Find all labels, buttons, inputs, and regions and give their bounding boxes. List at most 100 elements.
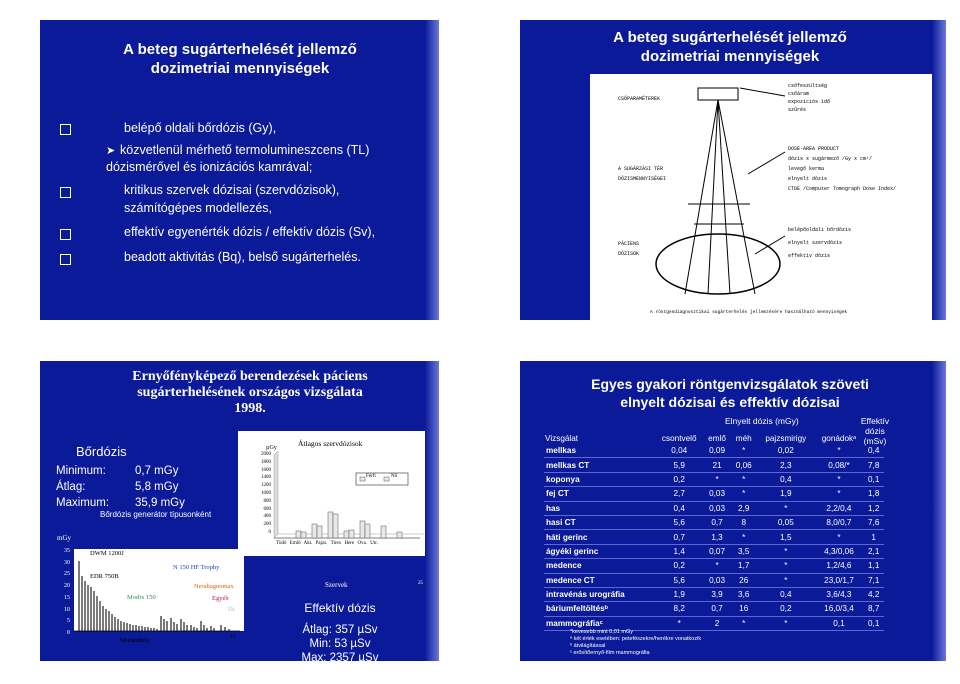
dose-value-cell: 2,3 — [757, 457, 815, 473]
table-row: báriumfeltöltésᵇ 8,2 0,7 16 0,2 16,0/3,4 8,7 — [544, 601, 884, 617]
dose-value-cell: 2,9 — [730, 501, 758, 516]
exam-name-cell: mellkas CT — [544, 457, 655, 473]
dose-value-cell: * — [757, 544, 815, 560]
page-number-25: 25 — [418, 581, 423, 586]
dose-value-cell: 0,05 — [757, 515, 815, 531]
generator-chart-title: Bőrdózis generátor típusonként — [100, 510, 212, 519]
organ-chart-unit: µGy — [266, 445, 277, 451]
series-label-neo: Neodiagnomax — [194, 583, 234, 590]
dose-value-cell: * — [757, 573, 815, 588]
dose-value-cell: 0,03 — [703, 573, 731, 588]
tube-params-list: csőfeszültség csőáram expozíciós idő szűrés — [788, 83, 831, 113]
checkbox-icon — [60, 229, 71, 240]
slide-3: Ernyőfényképező berendezések páciens sugá… — [40, 361, 439, 661]
patient-dose-label: PÁCIENS DÓZISOK — [618, 241, 640, 257]
slide-4-title: Egyes gyakori röntgenvizsgálatok szöveti… — [591, 376, 869, 410]
left-bars — [74, 561, 240, 632]
col-emlo: emlő — [708, 434, 726, 443]
slide-3-title: Ernyőfényképező berendezések páciens sugá… — [132, 369, 368, 416]
organ-dose-chart: Átlagos szervdózisok µGy 2000 1800 1600 140… — [238, 431, 428, 556]
dose-value-cell: 8 — [730, 515, 758, 531]
dose-value-cell: * — [703, 558, 731, 574]
dose-value-cell: 5,6 — [654, 573, 704, 588]
exam-name-cell: has — [544, 501, 655, 516]
dose-value-cell: 5,9 — [654, 457, 704, 473]
dose-value-cell: 26 — [730, 573, 758, 588]
dose-value-cell: 1,9 — [654, 587, 704, 603]
organ-chart-title: Átlagos szervdózisok — [298, 439, 363, 448]
dose-value-cell: 4,2 — [863, 587, 884, 603]
dose-value-cell: 1,2 — [863, 501, 884, 516]
exam-name-cell: intravénás urográfia — [544, 587, 655, 603]
dose-value-cell: 4,3/0,06 — [814, 544, 864, 560]
slide-2-title: A beteg sugárterhelését jellemző dozimetr… — [613, 29, 847, 65]
dose-value-cell: 1,4 — [654, 544, 704, 560]
left-y-ticks: 35 30 25 20 15 10 5 0 — [64, 548, 70, 636]
left-x-label: Munkahely — [120, 637, 150, 644]
dose-value-cell: * — [730, 472, 758, 488]
exam-name-cell: báriumfeltöltésᵇ — [544, 601, 655, 617]
table-row: medence 0,2 * 1,7 * 1,2/4,6 1,1 — [544, 558, 884, 574]
table-footnotes: *kevesebb mint 0,01 mGy ᵃ két érték eseté… — [570, 629, 702, 656]
dose-value-cell: * — [814, 444, 864, 459]
dosimetry-diagram: CSŐPARAMÉTEREK csőfeszültség csőáram expoz… — [590, 74, 946, 320]
dose-value-cell: 1,8 — [863, 486, 884, 502]
table-row: háti gerinc 0,7 1,3 * 1,5 * 1 — [544, 529, 884, 545]
diagram-caption: A röntgendiagnosztikai sugárterhelés jel… — [650, 310, 848, 315]
dose-value-cell: 2,2/0,4 — [814, 501, 864, 516]
dose-value-cell: 23,0/1,7 — [814, 573, 864, 588]
table-row: mellkas CT 5,9 21 0,06 2,3 0,08/* 7,8 — [544, 457, 884, 473]
patient-dose-list: belépőoldali bőrdózis elnyelt szervdózis e… — [788, 227, 852, 259]
page-number-24: 24 — [230, 635, 235, 640]
exam-name-cell: koponya — [544, 472, 655, 488]
bullet-2a: kritikus szervek dózisai (szervdózisok), — [124, 183, 340, 197]
table-row: intravénás urográfia 1,9 3,9 3,6 0,4 3,6/4,3 4… — [544, 587, 884, 603]
series-label-dwm: DWM 1200J — [90, 550, 124, 557]
dose-value-cell: 0,1 — [863, 616, 884, 632]
checkbox-icon — [60, 187, 71, 198]
bullet-3: effektív egyenérték dózis / effektív dóz… — [124, 225, 376, 239]
dose-value-cell: 1,1 — [863, 558, 884, 574]
dose-value-cell: 2,1 — [863, 544, 884, 560]
dose-value-cell: 0,09 — [703, 444, 731, 459]
exam-name-cell: medence CT — [544, 573, 655, 588]
dose-value-cell: 0,7 — [654, 529, 704, 545]
dose-value-cell: 21 — [703, 457, 731, 473]
dose-value-cell: 0,07 — [703, 544, 731, 560]
table-row: hasi CT 5,6 0,7 8 0,05 8,0/0,7 7,6 — [544, 515, 884, 531]
dose-value-cell: 8,7 — [863, 601, 884, 617]
dose-value-cell: * — [730, 616, 758, 632]
dose-value-cell: 0,03 — [703, 486, 731, 502]
series-label-edr: EDR 750B — [90, 573, 119, 580]
exam-name-cell: medence — [544, 558, 655, 574]
exam-name-cell: ágyéki gerinc — [544, 544, 655, 560]
dose-value-cell: 0,7 — [703, 515, 731, 531]
field-dose-list: DOSE-AREA PRODUCT dózis x sugármező /Gy x… — [788, 146, 897, 192]
bullet-1: belépő oldali bőrdózis (Gy), — [124, 121, 277, 135]
col-csontvelo: csontvelő — [661, 434, 697, 443]
dose-value-cell: 3,5 — [730, 544, 758, 560]
table-row: fej CT 2,7 0,03 * 1,9 * 1,8 — [544, 486, 884, 502]
bullet-4: beadott aktivitás (Bq), belső sugárterhe… — [124, 250, 361, 264]
dose-value-cell: 1,2/4,6 — [814, 558, 864, 574]
dose-value-cell: 1 — [863, 529, 884, 545]
dose-value-cell: 0,2 — [757, 601, 815, 617]
dose-value-cell: 0,4 — [757, 587, 815, 603]
exam-name-cell: mellkas — [544, 444, 655, 459]
organ-x-label: Szervek — [325, 581, 348, 589]
dose-value-cell: 7,1 — [863, 573, 884, 588]
dose-value-cell: 0,2 — [654, 558, 704, 574]
sub-bullet-1b: dózismérővel és ionizációs kamrával; — [106, 160, 313, 174]
dose-value-cell: 2 — [703, 616, 731, 632]
organ-x-ticks: Tüdő Emlő Akt. Pajzs. Tirex Here Ova. Ut… — [276, 541, 378, 546]
dose-value-cell: 3,9 — [703, 587, 731, 603]
table-row: has 0,4 0,03 2,9 * 2,2/0,4 1,2 — [544, 501, 884, 516]
dose-value-cell: 0,1 — [863, 472, 884, 488]
exam-name-cell: hasi CT — [544, 515, 655, 531]
dose-value-cell: 0,08/* — [814, 457, 864, 473]
table-row: mammográfiaᶜ * 2 * * 0,1 0,1 — [544, 616, 884, 632]
col-pajzsmirigy: pajzsmirigy — [765, 434, 807, 443]
dose-value-cell: 0,02 — [757, 444, 815, 459]
dose-value-cell: 16 — [730, 601, 758, 617]
exam-name-cell: háti gerinc — [544, 529, 655, 545]
